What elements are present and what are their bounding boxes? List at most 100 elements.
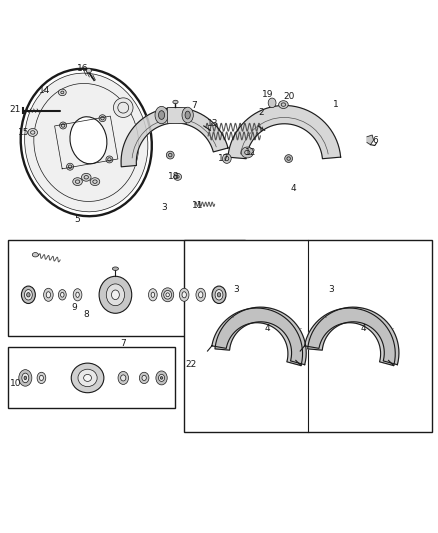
Ellipse shape — [185, 111, 190, 119]
Ellipse shape — [73, 289, 82, 301]
Ellipse shape — [160, 377, 163, 379]
Ellipse shape — [39, 375, 43, 381]
Polygon shape — [308, 307, 399, 365]
Ellipse shape — [120, 375, 126, 381]
Ellipse shape — [46, 292, 50, 298]
Ellipse shape — [139, 372, 149, 384]
Ellipse shape — [84, 375, 92, 382]
Text: 3: 3 — [328, 285, 334, 294]
Ellipse shape — [156, 371, 167, 385]
Polygon shape — [215, 307, 306, 365]
Text: 4: 4 — [360, 324, 366, 333]
Ellipse shape — [25, 73, 148, 212]
Ellipse shape — [19, 370, 32, 386]
Text: 16: 16 — [77, 64, 88, 73]
Ellipse shape — [70, 117, 107, 164]
Text: 13: 13 — [207, 119, 219, 128]
Ellipse shape — [180, 288, 189, 301]
Ellipse shape — [78, 369, 97, 386]
Ellipse shape — [22, 373, 29, 383]
Ellipse shape — [60, 122, 67, 129]
Ellipse shape — [76, 292, 79, 297]
Ellipse shape — [285, 155, 293, 163]
Text: 6: 6 — [372, 136, 378, 145]
Text: 18: 18 — [168, 172, 180, 181]
Text: 14: 14 — [39, 86, 51, 95]
Ellipse shape — [155, 107, 168, 124]
Ellipse shape — [241, 147, 253, 158]
Ellipse shape — [24, 376, 27, 379]
Polygon shape — [121, 108, 228, 167]
Text: 4: 4 — [265, 324, 271, 333]
Ellipse shape — [215, 289, 223, 300]
Ellipse shape — [113, 267, 118, 270]
Polygon shape — [212, 308, 303, 366]
Ellipse shape — [198, 292, 203, 298]
Text: 4: 4 — [291, 184, 297, 192]
Ellipse shape — [81, 173, 91, 181]
Ellipse shape — [212, 286, 226, 303]
Ellipse shape — [151, 292, 155, 297]
Ellipse shape — [164, 290, 172, 299]
Text: 10: 10 — [10, 378, 21, 387]
Polygon shape — [304, 308, 395, 366]
Ellipse shape — [182, 107, 193, 123]
Text: 8: 8 — [83, 310, 89, 319]
Text: 15: 15 — [18, 128, 30, 137]
Text: 17: 17 — [218, 154, 229, 163]
Ellipse shape — [99, 276, 132, 313]
Text: 3: 3 — [162, 203, 167, 212]
Text: 3: 3 — [233, 285, 239, 294]
Ellipse shape — [217, 293, 221, 297]
Ellipse shape — [28, 128, 38, 136]
Text: 1: 1 — [333, 100, 339, 109]
Polygon shape — [367, 135, 374, 144]
Ellipse shape — [58, 289, 66, 300]
Bar — [184, 240, 432, 432]
Ellipse shape — [166, 151, 174, 159]
Ellipse shape — [60, 293, 64, 297]
Ellipse shape — [174, 173, 182, 180]
Ellipse shape — [279, 101, 288, 109]
Ellipse shape — [106, 156, 113, 163]
Ellipse shape — [166, 293, 170, 297]
Text: 7: 7 — [120, 340, 126, 349]
Ellipse shape — [112, 290, 119, 300]
Text: 11: 11 — [192, 201, 204, 210]
Text: 5: 5 — [74, 215, 80, 224]
Text: 2: 2 — [258, 108, 264, 117]
Ellipse shape — [223, 154, 231, 163]
Ellipse shape — [32, 253, 39, 257]
Ellipse shape — [27, 293, 30, 297]
Text: 9: 9 — [72, 303, 78, 312]
Bar — [8, 347, 176, 408]
Ellipse shape — [21, 286, 35, 303]
Ellipse shape — [67, 163, 74, 170]
Ellipse shape — [25, 289, 32, 300]
Ellipse shape — [106, 284, 124, 305]
Ellipse shape — [118, 372, 128, 384]
Ellipse shape — [99, 115, 106, 122]
Bar — [167, 107, 186, 123]
Ellipse shape — [159, 375, 165, 382]
Polygon shape — [228, 106, 341, 159]
Text: 21: 21 — [10, 106, 21, 114]
Ellipse shape — [268, 98, 276, 108]
Ellipse shape — [113, 98, 133, 117]
Ellipse shape — [162, 288, 174, 302]
Ellipse shape — [142, 375, 146, 381]
Ellipse shape — [90, 177, 100, 185]
Ellipse shape — [159, 111, 165, 119]
Bar — [8, 240, 245, 336]
Ellipse shape — [58, 89, 66, 96]
Ellipse shape — [182, 292, 186, 298]
Text: 22: 22 — [185, 360, 197, 369]
Ellipse shape — [73, 177, 82, 185]
Text: 19: 19 — [262, 90, 273, 99]
Ellipse shape — [37, 372, 46, 384]
Text: 7: 7 — [191, 101, 197, 110]
Ellipse shape — [173, 100, 178, 104]
Ellipse shape — [196, 288, 205, 301]
Ellipse shape — [148, 289, 157, 301]
Ellipse shape — [44, 288, 53, 301]
